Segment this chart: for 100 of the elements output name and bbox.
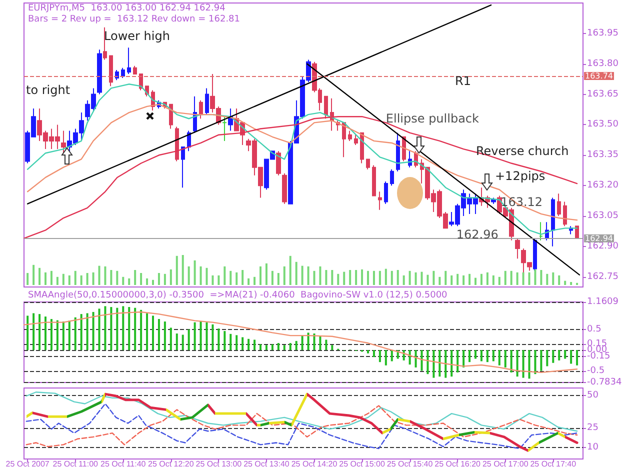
bar xyxy=(158,319,160,350)
bar xyxy=(546,274,548,285)
bar xyxy=(456,350,459,372)
bar xyxy=(337,274,340,285)
bar xyxy=(80,275,82,285)
y-tick-label: 50 xyxy=(587,390,599,401)
bar xyxy=(516,272,518,285)
bar xyxy=(104,266,106,285)
bar xyxy=(164,321,166,350)
bar xyxy=(98,308,100,350)
bar xyxy=(182,334,184,350)
candlestick xyxy=(348,130,352,142)
bar xyxy=(408,350,411,365)
bar xyxy=(361,269,364,285)
bar xyxy=(194,322,196,350)
bar xyxy=(510,350,512,372)
bar xyxy=(188,266,190,285)
bar xyxy=(110,270,112,285)
bar xyxy=(170,328,172,350)
bar xyxy=(372,270,375,285)
bar xyxy=(343,272,346,285)
candlestick xyxy=(199,100,203,120)
bar xyxy=(444,270,447,285)
candlestick xyxy=(372,164,376,196)
bar xyxy=(26,316,29,350)
bar xyxy=(534,350,536,374)
bar xyxy=(277,343,280,350)
bar xyxy=(564,280,566,285)
bar xyxy=(414,272,417,285)
bar xyxy=(504,270,506,285)
candlestick xyxy=(360,132,364,164)
bar xyxy=(98,266,100,285)
bar xyxy=(450,350,453,377)
bar xyxy=(432,270,435,285)
bar xyxy=(122,276,124,285)
bar xyxy=(492,350,494,362)
bar xyxy=(92,312,94,350)
bar xyxy=(68,275,70,285)
bar xyxy=(236,335,238,350)
bar xyxy=(194,260,196,285)
candlestick xyxy=(103,26,107,60)
bar xyxy=(486,272,488,285)
bar xyxy=(104,306,106,350)
bar xyxy=(468,350,471,362)
y-tick-label: 162.75 xyxy=(587,272,618,282)
text: Bars = 2 Rev up = 163.12 Rev down = 162.81 xyxy=(28,14,240,24)
bar xyxy=(486,350,488,362)
bar xyxy=(236,272,238,285)
bar xyxy=(80,314,82,350)
bar xyxy=(242,270,244,285)
bar xyxy=(552,272,554,285)
bar xyxy=(534,269,536,285)
bar xyxy=(254,340,256,350)
candlestick xyxy=(205,88,209,116)
bar xyxy=(522,350,524,378)
bar xyxy=(230,334,232,350)
candlestick xyxy=(354,134,358,146)
candlestick xyxy=(276,150,281,176)
x-tick-label: 25 Oct 16:20 xyxy=(434,460,482,468)
x-tick-label: 25 Oct 15:40 xyxy=(386,460,434,468)
x-tick-label: 25 Oct 17:40 xyxy=(530,460,577,468)
bar xyxy=(134,308,136,350)
bar xyxy=(450,275,453,285)
bar xyxy=(301,336,304,350)
bar xyxy=(408,270,411,285)
bar xyxy=(528,272,530,285)
y-tick-label: -0.15 xyxy=(587,351,610,362)
line-series xyxy=(26,392,578,432)
bar xyxy=(540,350,542,371)
bar xyxy=(224,266,226,285)
bar xyxy=(122,306,124,350)
x-tick-label: 25 Oct 2007 xyxy=(6,460,50,468)
bar xyxy=(355,270,358,285)
bar xyxy=(301,266,304,285)
bar xyxy=(540,270,542,285)
x-tick-label: 25 Oct 14:20 xyxy=(291,460,338,468)
bar xyxy=(462,350,465,368)
bar xyxy=(313,270,316,285)
bar xyxy=(242,337,244,350)
chart-title: EURJPYm,M5 163.00 163.00 162.94 162.94 xyxy=(28,4,226,14)
bar xyxy=(289,256,292,285)
bar xyxy=(349,270,352,285)
bar xyxy=(265,263,268,285)
bar xyxy=(218,328,220,350)
bar xyxy=(86,273,88,285)
annotation: R1 xyxy=(455,74,471,88)
bar xyxy=(26,273,29,285)
bar xyxy=(134,270,136,285)
bar xyxy=(313,334,316,350)
bar xyxy=(331,270,334,285)
bar xyxy=(176,256,178,285)
candlestick xyxy=(222,116,227,142)
bar xyxy=(248,338,250,350)
y-tick-label: 163.35 xyxy=(587,150,618,160)
y-tick-label: -0.5 xyxy=(587,366,605,376)
annotation: Ellipse pullback xyxy=(386,112,480,126)
bar xyxy=(462,275,465,285)
bar xyxy=(128,307,130,350)
bar xyxy=(218,275,220,285)
candlestick xyxy=(396,132,400,172)
